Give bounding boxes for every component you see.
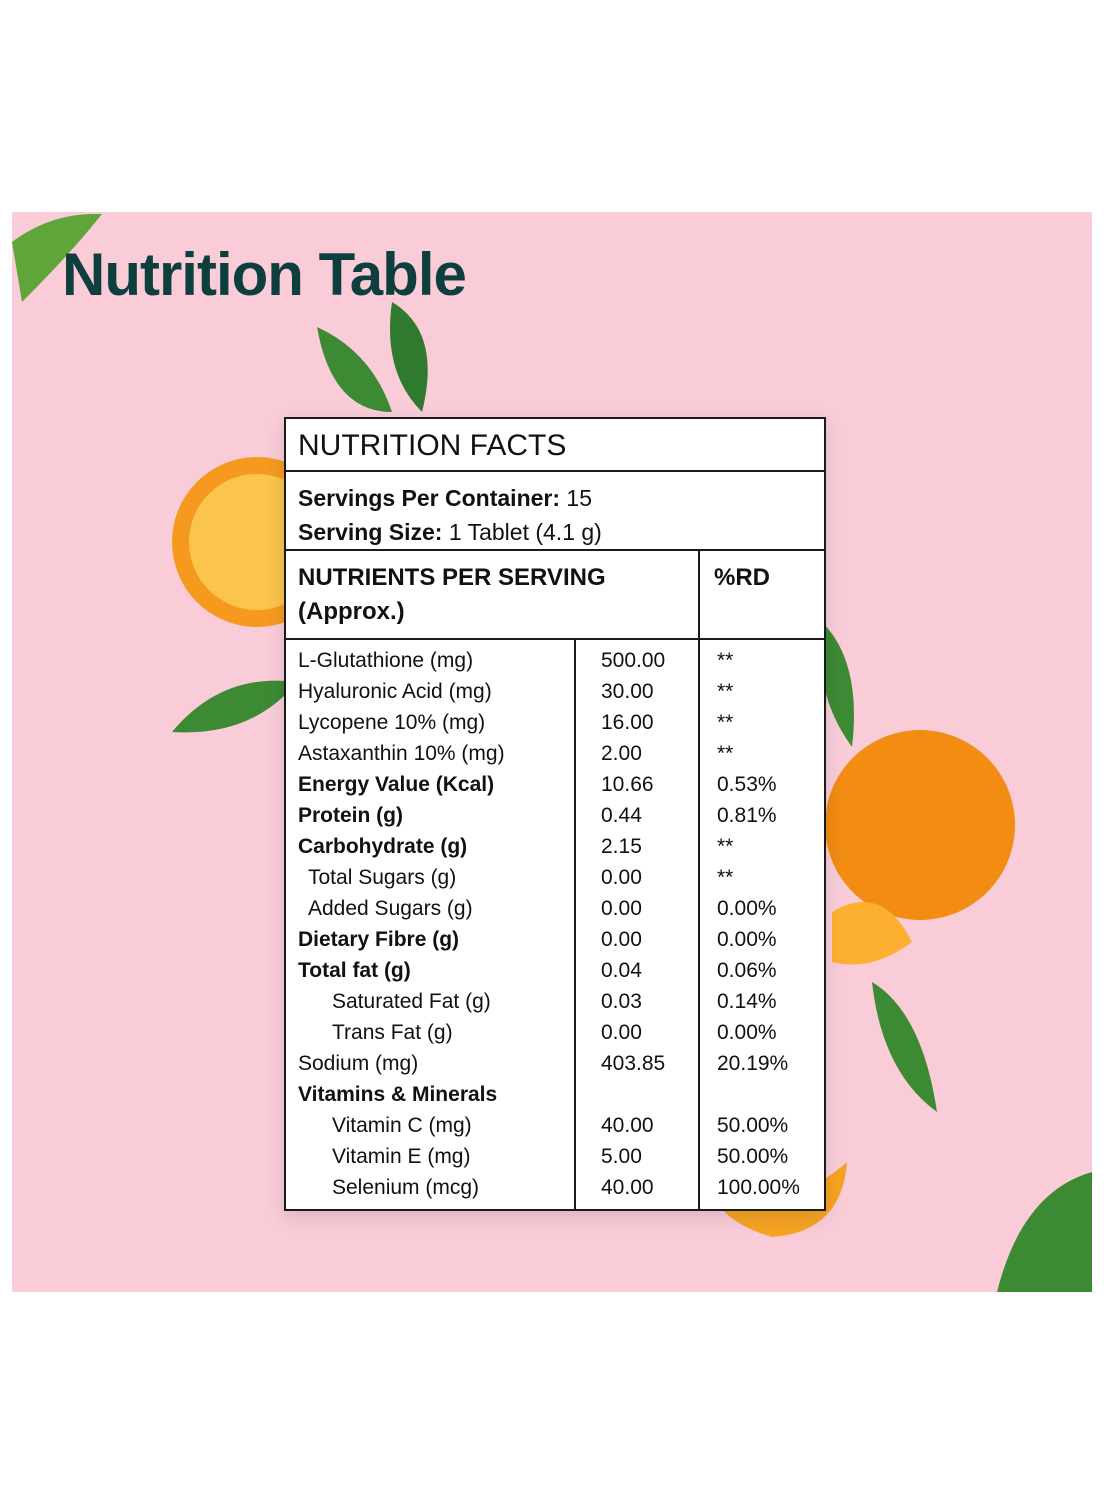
rd: 20.19%: [717, 1052, 789, 1075]
nutrition-facts: NUTRITION FACTS Servings Per Container: …: [284, 417, 826, 1211]
nutrient-name: Trans Fat (g): [332, 1021, 453, 1044]
size-line: Serving Size: 1 Tablet (4.1 g): [298, 515, 812, 549]
nutrient-name: Vitamins & Minerals: [298, 1083, 498, 1106]
amount: 30.00: [601, 680, 654, 703]
label: Serving Size:: [298, 519, 443, 545]
rd: 0.06%: [717, 959, 777, 982]
rd: **: [717, 866, 734, 889]
nutrient-name: Dietary Fibre (g): [298, 928, 460, 951]
rd: **: [717, 742, 734, 765]
rd: **: [717, 649, 734, 672]
nutrient-name: Selenium (mcg): [332, 1176, 480, 1199]
nutrient-row: Lycopene 10% (mg) 16.00 **: [286, 707, 824, 738]
leaf: [317, 327, 392, 412]
rd: 0.00%: [717, 1021, 777, 1044]
nutrient-row: Astaxanthin 10% (mg) 2.00 **: [286, 738, 824, 769]
rd: 100.00%: [717, 1176, 800, 1199]
servings: Servings Per Container: 15 Serving Size:…: [286, 472, 824, 551]
nutrient-rows: L-Glutathione (mg) 500.00 ** Hyaluronic Aci…: [286, 640, 824, 1209]
amount: 2.15: [601, 835, 642, 858]
rd: 50.00%: [717, 1145, 789, 1168]
nutrient-name: Carbohydrate (g): [298, 835, 468, 858]
background-panel: Nutrition Table NUTRITION FACTS Servings…: [12, 212, 1092, 1292]
nutrient-row: Total fat (g) 0.04 0.06%: [286, 955, 824, 986]
nutrient-row: Saturated Fat (g) 0.03 0.14%: [286, 986, 824, 1017]
amount: 40.00: [601, 1114, 654, 1137]
rd: 0.00%: [717, 897, 777, 920]
rd: 0.81%: [717, 804, 777, 827]
nutrient-row: Vitamins & Minerals: [286, 1079, 824, 1110]
amount: 0.00: [601, 1021, 642, 1044]
amount: 0.00: [601, 928, 642, 951]
nutrient-row: Sodium (mg) 403.85 20.19%: [286, 1048, 824, 1079]
page-title: Nutrition Table: [62, 241, 467, 308]
nutrient-row: Total Sugars (g) 0.00 **: [286, 862, 824, 893]
rd: **: [717, 711, 734, 734]
amount: 10.66: [601, 773, 654, 796]
leaf: [872, 982, 937, 1112]
divider: [698, 640, 700, 1209]
nutrient-row: Trans Fat (g) 0.00 0.00%: [286, 1017, 824, 1048]
nutrient-row: Hyaluronic Acid (mg) 30.00 **: [286, 676, 824, 707]
amount: 500.00: [601, 649, 666, 672]
rd: 50.00%: [717, 1114, 789, 1137]
amount: 0.00: [601, 866, 642, 889]
nutrient-row: Energy Value (Kcal) 10.66 0.53%: [286, 769, 824, 800]
nutrient-name: Total fat (g): [298, 959, 411, 982]
amount: 0.00: [601, 897, 642, 920]
nutrient-row: L-Glutathione (mg) 500.00 **: [286, 645, 824, 676]
amount: 16.00: [601, 711, 654, 734]
orange-slice: [832, 902, 912, 965]
nutrient-row: Added Sugars (g) 0.00 0.00%: [286, 893, 824, 924]
amount: 0.04: [601, 959, 642, 982]
facts-heading: NUTRITION FACTS: [286, 419, 824, 472]
nutrient-row: Selenium (mcg) 40.00 100.00%: [286, 1172, 824, 1203]
leaf: [12, 213, 102, 302]
nutrient-row: Vitamin C (mg) 40.00 50.00%: [286, 1110, 824, 1141]
nutrient-name: Saturated Fat (g): [332, 990, 491, 1013]
header-cell: %RD: [714, 564, 771, 591]
nutrient-row: Protein (g) 0.44 0.81%: [286, 800, 824, 831]
header-cell: NUTRIENTS PER SERVING (Approx.): [286, 551, 700, 638]
rd: 0.14%: [717, 990, 777, 1013]
nutrient-name: Hyaluronic Acid (mg): [298, 680, 492, 703]
nutrient-row: Dietary Fibre (g) 0.00 0.00%: [286, 924, 824, 955]
amount: 0.44: [601, 804, 642, 827]
nutrient-name: Added Sugars (g): [308, 897, 473, 920]
amount: 2.00: [601, 742, 642, 765]
amount: 0.03: [601, 990, 642, 1013]
nutrient-name: Total Sugars (g): [308, 866, 457, 889]
rd: 0.00%: [717, 928, 777, 951]
nutrient-name: Sodium (mg): [298, 1052, 419, 1075]
orange: [825, 730, 1015, 920]
nutrient-name: Energy Value (Kcal): [298, 773, 495, 796]
leaf: [997, 1172, 1092, 1292]
amount: [576, 1079, 700, 1110]
nutrient-row: Carbohydrate (g) 2.15 **: [286, 831, 824, 862]
nutrient-name: Vitamin C (mg): [332, 1114, 472, 1137]
nutrient-name: Protein (g): [298, 804, 403, 827]
servings-line: Servings Per Container: 15: [298, 481, 812, 515]
label: Servings Per Container:: [298, 485, 561, 511]
divider: [574, 640, 576, 1209]
column-header: NUTRIENTS PER SERVING (Approx.) %RD: [286, 551, 824, 640]
value: 15: [566, 485, 593, 511]
amount: 5.00: [601, 1145, 642, 1168]
nutrient-name: Vitamin E (mg): [332, 1145, 471, 1168]
amount: 403.85: [601, 1052, 666, 1075]
value: 1 Tablet (4.1 g): [448, 519, 602, 545]
nutrient-row: Vitamin E (mg) 5.00 50.00%: [286, 1141, 824, 1172]
leaf: [172, 680, 297, 733]
amount: 40.00: [601, 1176, 654, 1199]
nutrient-name: L-Glutathione (mg): [298, 649, 474, 672]
rd: 0.53%: [717, 773, 777, 796]
rd: **: [717, 680, 734, 703]
nutrient-name: Astaxanthin 10% (mg): [298, 742, 505, 765]
rd: **: [717, 835, 734, 858]
nutrient-name: Lycopene 10% (mg): [298, 711, 486, 734]
rd: [700, 1079, 824, 1110]
leaf: [390, 302, 428, 412]
leaf: [820, 622, 854, 747]
